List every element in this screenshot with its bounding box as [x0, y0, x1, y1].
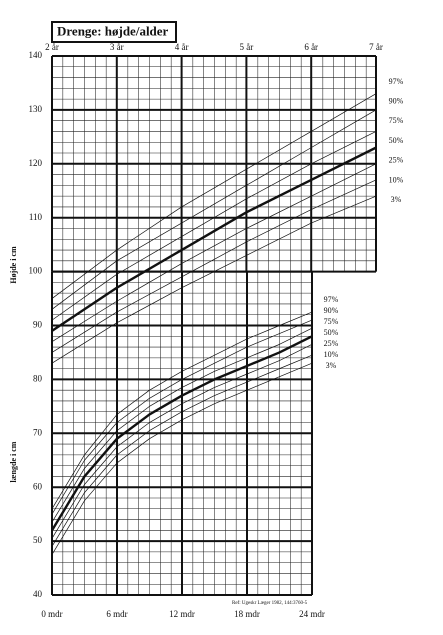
chart-title: Drenge: højde/alder	[57, 23, 169, 38]
percentile-curve	[51, 362, 313, 555]
percentile-curve	[51, 131, 377, 321]
series-label: 10%	[324, 350, 339, 359]
series-label: 90%	[324, 306, 339, 315]
y-tick-label: 70	[33, 427, 43, 437]
series-label: 3%	[391, 195, 402, 204]
percentile-curve	[51, 195, 377, 364]
percentile-curve	[51, 344, 313, 539]
percentile-curve	[51, 146, 377, 332]
series-label: 97%	[389, 77, 404, 86]
percentile-curve	[51, 354, 313, 547]
series-label: 90%	[389, 97, 404, 106]
x-tick-label: 4 år	[175, 42, 189, 52]
title-box	[51, 21, 177, 43]
y-tick-label: 140	[29, 50, 43, 60]
reference-note: Ref: Ugeskr Læger 1982, 144:3760-5	[232, 601, 308, 606]
y-tick-label: 60	[33, 481, 43, 491]
percentile-curve	[51, 109, 377, 310]
x-tick-label: 6 mdr	[106, 609, 127, 619]
x-tick-label: 3 år	[110, 42, 124, 52]
y-tick-label: 120	[29, 158, 43, 168]
series-label: 75%	[324, 317, 339, 326]
y-axis-label: Højde i cm	[9, 246, 18, 284]
percentile-curve	[51, 327, 313, 523]
percentile-curve	[50, 335, 313, 531]
x-tick-label: 7 år	[369, 42, 383, 52]
series-label: 50%	[324, 328, 339, 337]
percentile-curve	[51, 93, 377, 299]
y-tick-label: 40	[33, 589, 43, 599]
x-tick-label: 18 mdr	[234, 609, 260, 619]
y-tick-label: 80	[33, 373, 43, 383]
x-tick-label: 2 år	[45, 42, 59, 52]
x-tick-label: 24 mdr	[299, 609, 325, 619]
series-label: 10%	[389, 175, 404, 184]
percentile-curve	[51, 319, 313, 515]
series-label: 25%	[389, 156, 404, 165]
x-tick-label: 6 år	[304, 42, 318, 52]
y-tick-label: 90	[33, 320, 43, 330]
x-tick-label: 5 år	[240, 42, 254, 52]
series-label: 97%	[324, 295, 339, 304]
series-label: 3%	[326, 361, 337, 370]
y-axis-label: længde i cm	[9, 441, 18, 482]
percentile-curve	[51, 163, 377, 342]
series-label: 25%	[324, 339, 339, 348]
series-label: 75%	[389, 116, 404, 125]
x-tick-label: 0 mdr	[41, 609, 62, 619]
percentile-curve	[51, 179, 377, 353]
y-tick-label: 130	[29, 104, 43, 114]
y-tick-label: 50	[33, 535, 43, 545]
y-tick-label: 100	[29, 266, 43, 276]
percentile-curve	[51, 311, 313, 509]
x-tick-label: 12 mdr	[169, 609, 195, 619]
series-label: 50%	[389, 136, 404, 145]
y-tick-label: 110	[29, 212, 43, 222]
